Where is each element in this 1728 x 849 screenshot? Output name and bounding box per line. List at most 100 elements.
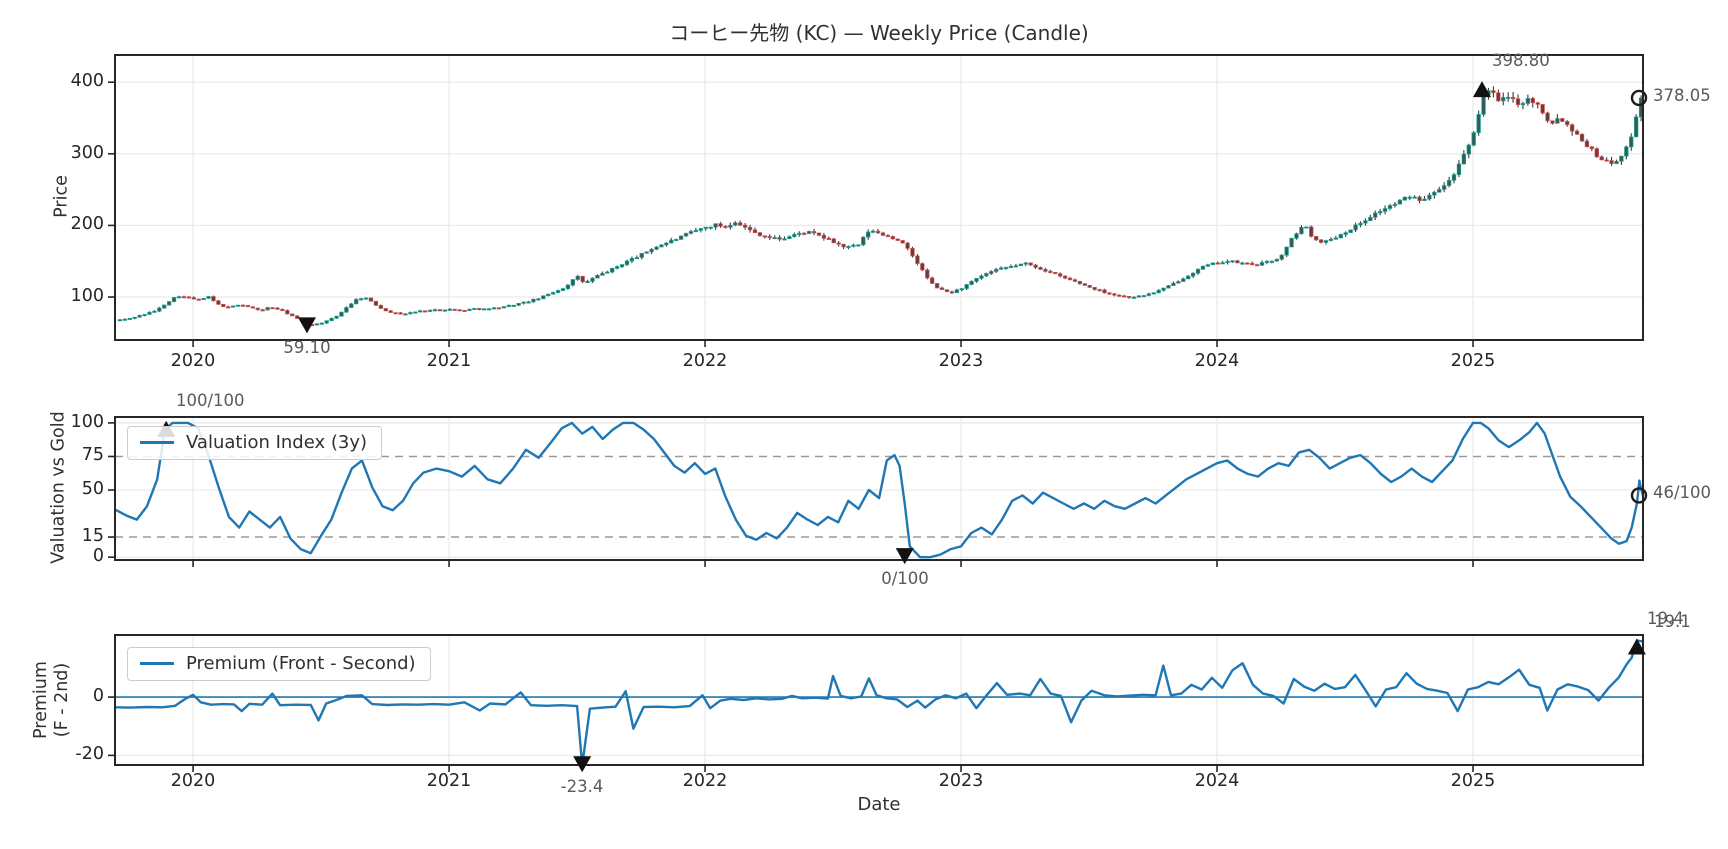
chart-title: コーヒー先物 (KC) — Weekly Price (Candle) xyxy=(669,21,1089,45)
candle-up xyxy=(1520,103,1526,106)
candle-down xyxy=(767,236,772,239)
candle-up xyxy=(1190,272,1196,277)
candle-down xyxy=(895,238,900,241)
annotation-price-min: 59.10 xyxy=(283,338,331,357)
candle-down xyxy=(1584,140,1590,148)
price-y-tick-label: 100 xyxy=(70,286,104,306)
candle-up xyxy=(703,226,708,229)
candle-down xyxy=(1496,92,1501,102)
price-y-tick-label: 400 xyxy=(70,71,104,91)
valuation-last-marker-circle xyxy=(1630,487,1648,504)
price-last-marker-circle xyxy=(1630,89,1648,107)
candle-up xyxy=(1358,222,1363,226)
candle-down xyxy=(949,291,955,294)
candle-up xyxy=(595,275,600,279)
candle-down xyxy=(580,275,585,283)
candle-down xyxy=(900,240,905,244)
premium-x-tick-label: 2020 xyxy=(170,771,216,791)
candle-up xyxy=(1018,263,1023,267)
candle-down xyxy=(1314,236,1319,241)
candle-down xyxy=(477,307,482,310)
candle-up xyxy=(339,311,344,317)
candle-down xyxy=(462,309,467,312)
candle-up xyxy=(634,257,639,260)
candle-down xyxy=(1250,263,1255,266)
candle-down xyxy=(1574,130,1580,135)
candle-down xyxy=(1565,121,1570,126)
candle-down xyxy=(1245,262,1250,265)
candle-up xyxy=(1186,275,1191,280)
candle-down xyxy=(285,310,290,315)
candle-down xyxy=(1087,285,1092,288)
candle-down xyxy=(1102,289,1107,294)
candle-up xyxy=(127,317,132,320)
candle-up xyxy=(1392,203,1398,206)
valuation-legend-label: Valuation Index (3y) xyxy=(186,432,368,453)
premium-x-tick-label: 2023 xyxy=(938,771,984,791)
candle-down xyxy=(383,308,388,312)
candle-down xyxy=(1309,226,1314,237)
candle-down xyxy=(1545,112,1550,122)
candle-up xyxy=(1333,237,1339,240)
candle-up xyxy=(1407,196,1412,199)
candle-down xyxy=(1515,98,1521,106)
candle-down xyxy=(457,309,462,312)
candle-down xyxy=(836,242,841,245)
candle-up xyxy=(659,244,664,248)
price-x-tick-label: 2023 xyxy=(938,351,984,371)
candle-down xyxy=(1122,295,1127,298)
candle-up xyxy=(866,231,871,238)
candle-up xyxy=(1368,216,1373,222)
candle-up xyxy=(427,309,433,312)
candle-up xyxy=(1323,240,1329,243)
premium-x-tick-label: 2021 xyxy=(426,771,472,791)
candle-down xyxy=(1417,196,1422,201)
candle-down xyxy=(368,297,374,302)
candle-up xyxy=(1614,160,1619,165)
candle-down xyxy=(496,307,502,310)
annotation-price-last: 378.05 xyxy=(1653,86,1711,105)
premium-max-marker-triangle-up xyxy=(1627,638,1646,655)
valuation-min-marker-triangle-down xyxy=(895,548,914,565)
candle-down xyxy=(920,263,925,271)
candle-up xyxy=(1378,211,1383,214)
candle-down xyxy=(752,229,758,234)
candle-up xyxy=(1274,258,1279,262)
candle-up xyxy=(546,293,551,297)
candle-up xyxy=(171,297,177,302)
candle-down xyxy=(280,309,285,312)
candle-up xyxy=(152,310,157,313)
candle-up xyxy=(1225,261,1230,264)
candle-up xyxy=(1437,189,1442,193)
candle-down xyxy=(738,222,743,226)
candle-up xyxy=(541,295,546,300)
valuation-legend: Valuation Index (3y) xyxy=(127,426,383,460)
candle-down xyxy=(388,310,393,313)
premium-x-tick-label: 2022 xyxy=(682,771,728,791)
candle-up xyxy=(575,275,580,280)
candle-up xyxy=(1555,118,1560,124)
candle-up xyxy=(1131,296,1137,299)
candle-down xyxy=(1609,160,1614,165)
candle-up xyxy=(1373,212,1378,218)
candle-up xyxy=(994,268,999,272)
candle-up xyxy=(619,264,625,268)
candlestick-series xyxy=(117,86,1644,327)
price-x-tick-label: 2024 xyxy=(1194,351,1240,371)
candle-up xyxy=(1629,136,1634,148)
candle-down xyxy=(1033,264,1038,268)
candle-up xyxy=(1299,226,1304,235)
price-x-tick-label: 2021 xyxy=(426,351,472,371)
valuation-y-tick-label: 50 xyxy=(81,479,104,499)
candle-down xyxy=(723,225,728,228)
candle-up xyxy=(1353,224,1358,231)
candle-down xyxy=(826,237,831,240)
candle-up xyxy=(137,314,142,318)
candle-down xyxy=(211,296,216,302)
candle-up xyxy=(157,307,162,312)
candle-up xyxy=(969,280,974,285)
candle-up xyxy=(363,297,369,300)
candle-up xyxy=(614,266,620,269)
candle-down xyxy=(255,307,260,311)
